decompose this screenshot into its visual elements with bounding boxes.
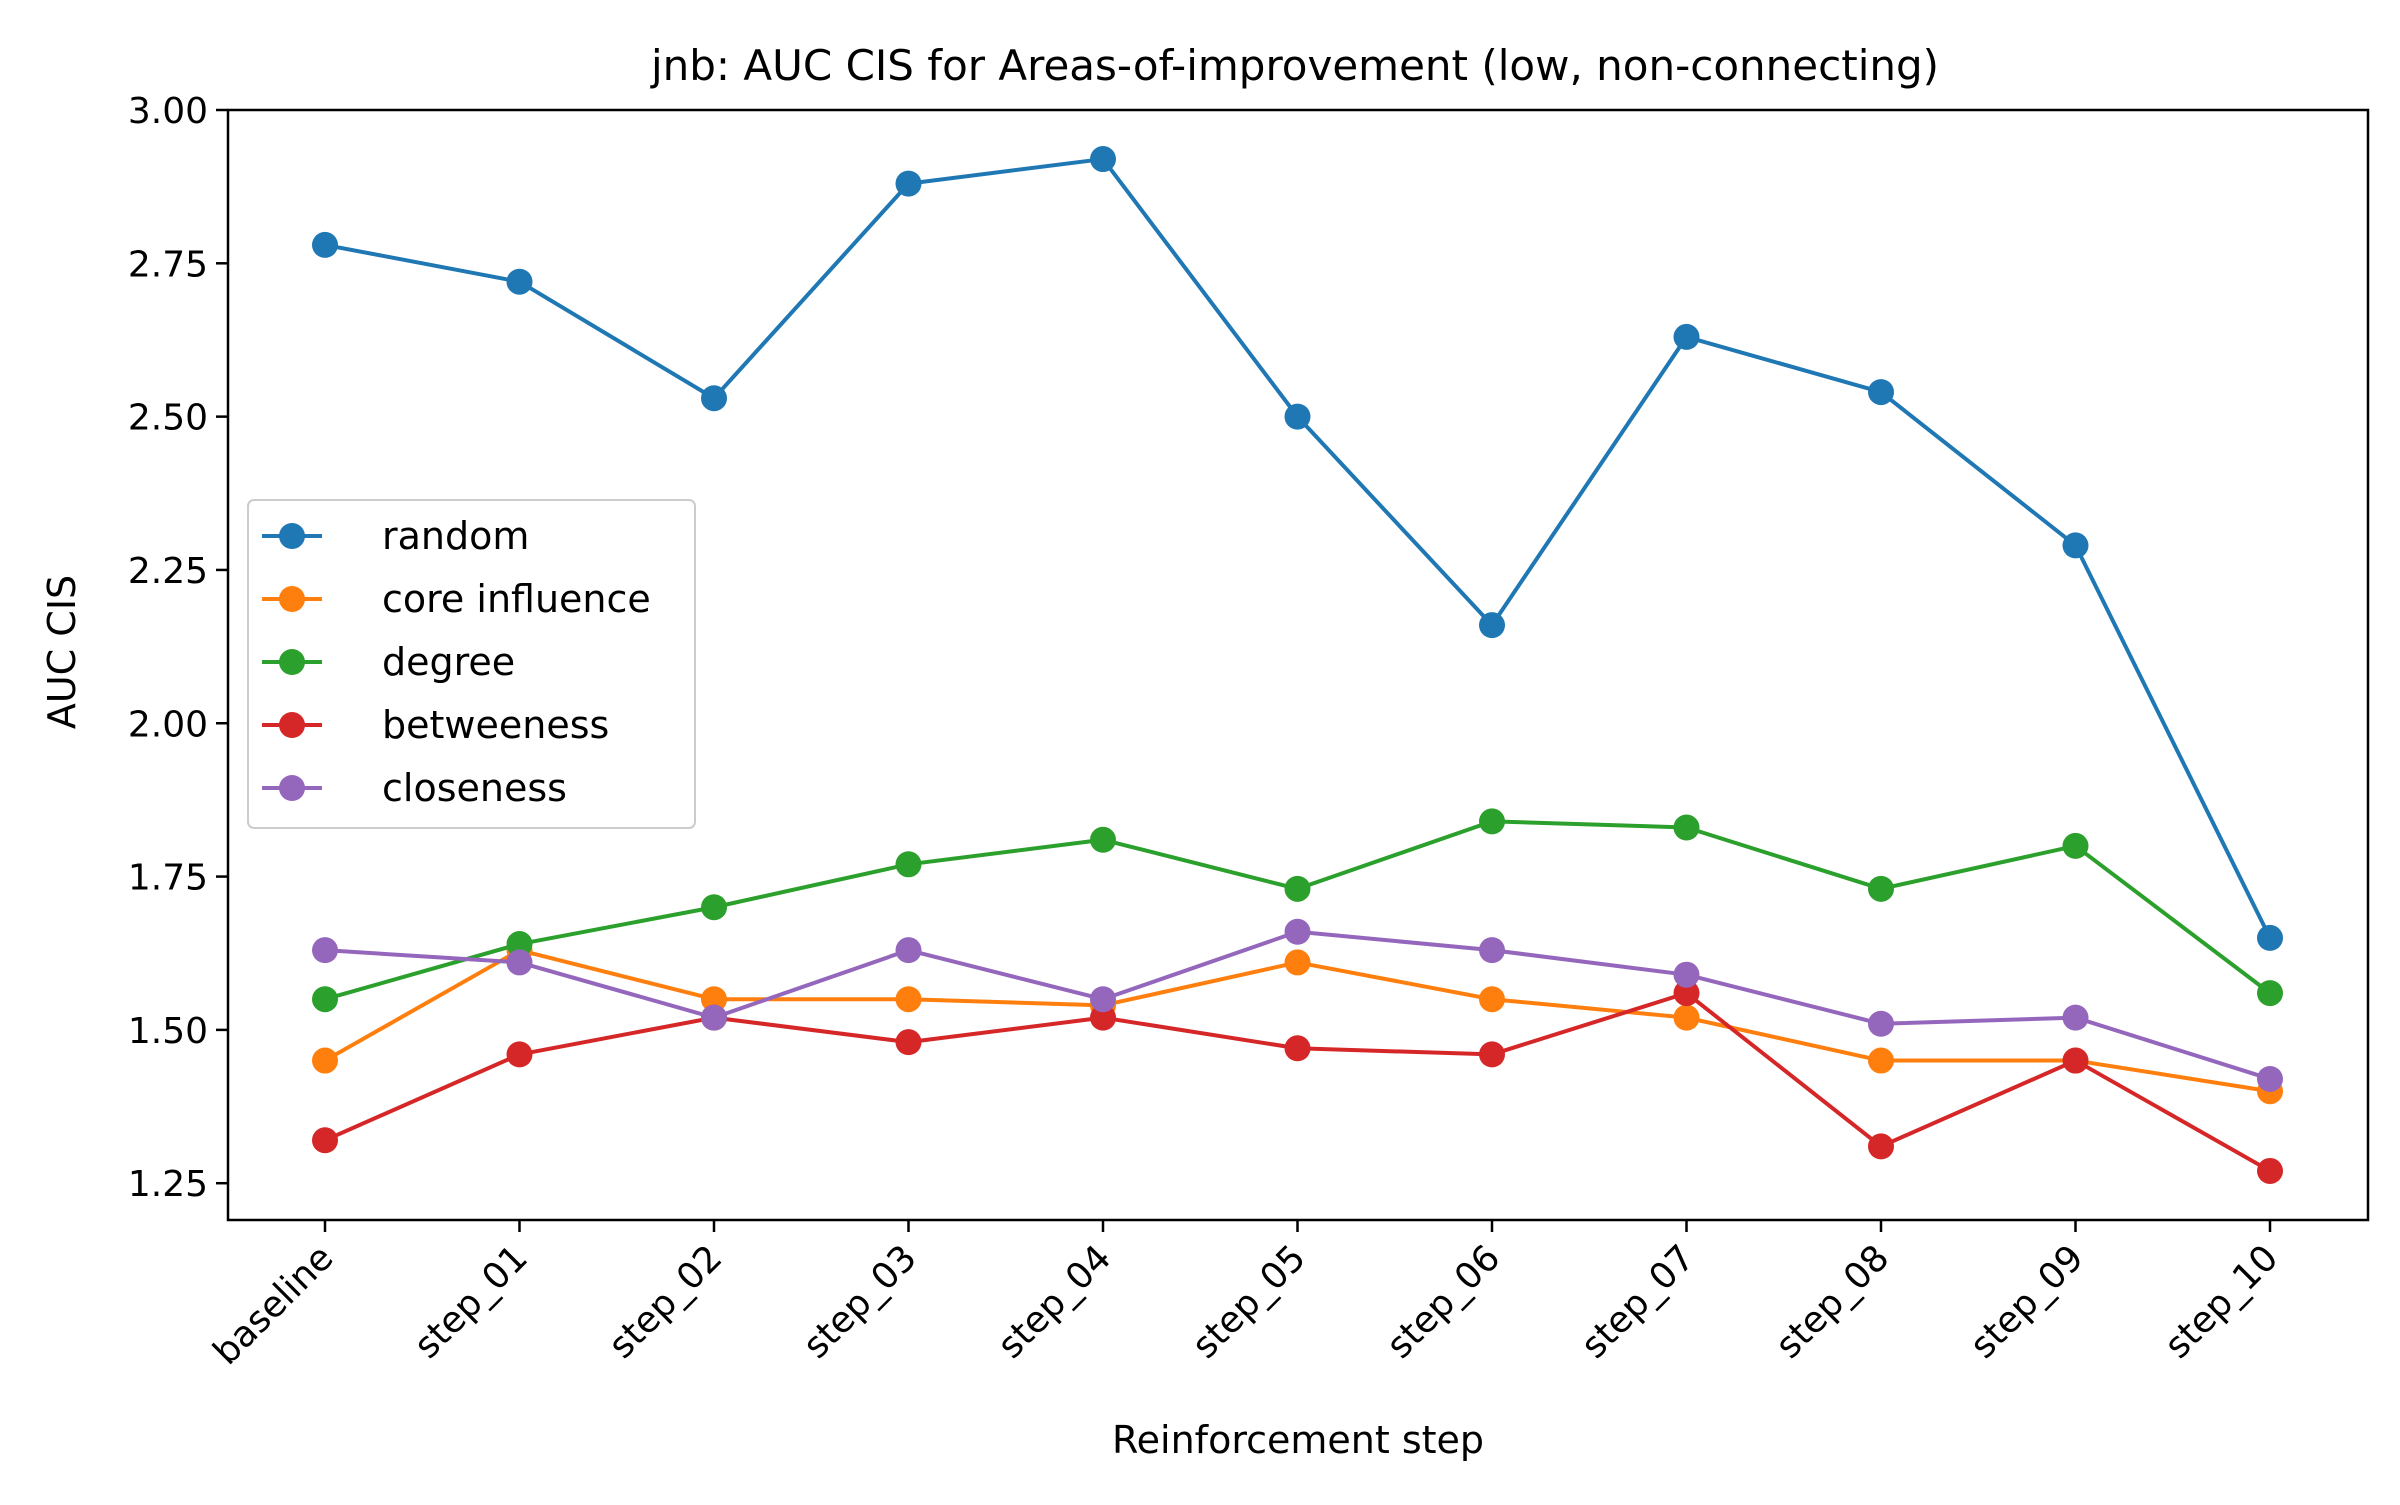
legend-item: degree bbox=[262, 640, 515, 684]
legend-item: random bbox=[262, 514, 529, 558]
data-point bbox=[1868, 1047, 1894, 1074]
data-point bbox=[895, 937, 922, 964]
x-axis-label: Reinforcement step bbox=[1112, 1418, 1484, 1462]
x-tick-label: step_01 bbox=[407, 1237, 536, 1366]
data-point bbox=[1090, 826, 1116, 853]
y-axis: 1.25 1.50 1.75 2.00 2.25 2.50 2.75 3.00 bbox=[128, 91, 228, 1205]
legend-label: closeness bbox=[382, 766, 567, 810]
legend-marker bbox=[279, 586, 305, 612]
legend-marker bbox=[279, 775, 305, 801]
y-tick-label: 1.75 bbox=[128, 858, 208, 899]
data-point bbox=[1673, 961, 1700, 988]
legend-label: betweeness bbox=[382, 703, 609, 747]
y-axis-label: AUC CIS bbox=[40, 575, 84, 729]
data-point bbox=[312, 937, 338, 964]
plot-area bbox=[312, 146, 2283, 1184]
data-point bbox=[701, 385, 727, 412]
y-tick-label: 2.75 bbox=[128, 244, 208, 285]
data-point bbox=[312, 1127, 338, 1154]
data-point bbox=[1090, 986, 1116, 1013]
legend-marker bbox=[279, 523, 305, 549]
legend-item: betweeness bbox=[262, 703, 609, 747]
data-point bbox=[1284, 949, 1311, 976]
data-point bbox=[1479, 986, 1505, 1013]
data-point bbox=[506, 1041, 533, 1068]
data-point bbox=[1673, 1004, 1700, 1031]
y-tick-label: 1.50 bbox=[128, 1011, 208, 1052]
data-point bbox=[506, 931, 533, 958]
y-tick-label: 2.00 bbox=[128, 704, 208, 745]
data-point bbox=[1479, 808, 1505, 835]
data-point bbox=[1479, 612, 1505, 639]
data-point bbox=[2062, 1047, 2089, 1074]
data-point bbox=[1673, 323, 1700, 350]
data-point bbox=[1479, 1041, 1505, 1068]
data-point bbox=[312, 986, 338, 1013]
x-tick-label: step_06 bbox=[1379, 1237, 1508, 1366]
data-point bbox=[1284, 918, 1311, 945]
x-tick-label: step_10 bbox=[2157, 1237, 2286, 1366]
data-point bbox=[895, 986, 922, 1013]
data-point bbox=[1284, 403, 1311, 430]
x-axis: baseline step_01 step_02 step_03 step_04 step… bbox=[206, 1220, 2286, 1373]
data-point bbox=[895, 170, 922, 197]
series-betweeness bbox=[312, 980, 2283, 1184]
data-point bbox=[2257, 980, 2283, 1007]
x-tick-label: baseline bbox=[206, 1237, 342, 1373]
series-degree bbox=[312, 808, 2283, 1013]
data-point bbox=[2257, 924, 2283, 951]
data-point bbox=[1284, 875, 1311, 902]
x-tick-label: step_05 bbox=[1185, 1237, 1314, 1366]
data-point bbox=[1868, 1010, 1894, 1037]
data-point bbox=[1090, 146, 1116, 173]
data-point bbox=[701, 894, 727, 921]
y-tick-label: 2.25 bbox=[128, 551, 208, 592]
data-point bbox=[1868, 1133, 1894, 1160]
legend-label: core influence bbox=[382, 577, 651, 621]
legend-item: closeness bbox=[262, 766, 567, 810]
x-tick-label: step_03 bbox=[796, 1237, 925, 1366]
data-point bbox=[895, 1029, 922, 1056]
legend-marker bbox=[279, 649, 305, 675]
data-point bbox=[2257, 1157, 2283, 1184]
legend: random core influence degree betweeness clos… bbox=[247, 499, 696, 829]
legend-marker bbox=[279, 712, 305, 738]
data-point bbox=[701, 1004, 727, 1031]
chart-title: jnb: AUC CIS for Areas-of-improvement (l… bbox=[650, 41, 1939, 90]
data-point bbox=[2062, 532, 2089, 559]
x-tick-label: step_09 bbox=[1963, 1237, 2092, 1366]
x-tick-label: step_08 bbox=[1768, 1237, 1897, 1366]
data-point bbox=[312, 231, 338, 258]
data-point bbox=[2062, 832, 2089, 859]
y-tick-label: 3.00 bbox=[128, 91, 208, 132]
x-tick-label: step_04 bbox=[990, 1237, 1119, 1366]
y-tick-label: 2.50 bbox=[128, 398, 208, 439]
data-point bbox=[1479, 937, 1505, 964]
data-point bbox=[1673, 814, 1700, 841]
data-point bbox=[312, 1047, 338, 1074]
series-random bbox=[312, 146, 2283, 951]
legend-item: core influence bbox=[262, 577, 651, 621]
data-point bbox=[701, 986, 727, 1013]
data-point bbox=[506, 949, 533, 976]
legend-label: degree bbox=[382, 640, 515, 684]
legend-box bbox=[247, 499, 696, 829]
data-point bbox=[1090, 1004, 1116, 1031]
data-point bbox=[895, 851, 922, 878]
data-point bbox=[1868, 379, 1894, 406]
data-point bbox=[1868, 875, 1894, 902]
data-point bbox=[1673, 980, 1700, 1007]
legend-label: random bbox=[382, 514, 529, 558]
data-point bbox=[2257, 1065, 2283, 1092]
y-tick-label: 1.25 bbox=[128, 1164, 208, 1205]
data-point bbox=[2062, 1004, 2089, 1031]
data-point bbox=[1284, 1035, 1311, 1062]
data-point bbox=[506, 268, 533, 295]
x-tick-label: step_07 bbox=[1574, 1237, 1703, 1366]
x-tick-label: step_02 bbox=[601, 1237, 730, 1366]
series-closeness bbox=[312, 918, 2283, 1092]
